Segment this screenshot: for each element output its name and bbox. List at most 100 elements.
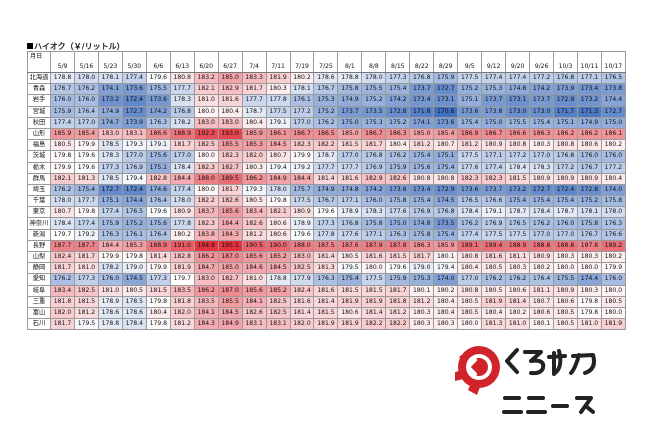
price-cell: 180.1 <box>409 284 435 297</box>
price-cell: 179.8 <box>121 250 147 264</box>
prefecture-label: 愛知 <box>27 273 51 286</box>
price-cell: 180.5 <box>241 195 267 208</box>
price-cell: 185.4 <box>73 127 99 141</box>
price-cell: 176.0 <box>576 150 602 163</box>
price-cell: 183.7 <box>193 206 219 219</box>
price-cell: 180.8 <box>169 71 195 85</box>
price-cell: 184.3 <box>193 318 219 331</box>
price-cell: 183.0 <box>97 127 123 141</box>
price-cell: 186.1 <box>265 127 291 141</box>
price-cell: 176.2 <box>481 273 507 286</box>
price-cell: 181.5 <box>505 172 531 185</box>
price-cell: 180.7 <box>50 206 75 219</box>
price-cell: 180.8 <box>457 250 483 264</box>
price-cell: 172.7 <box>433 83 459 96</box>
price-cell: 176.8 <box>337 217 363 230</box>
date-label: 8/1 <box>345 63 355 70</box>
price-cell: 181.6 <box>217 94 243 107</box>
price-cell: 175.4 <box>73 183 99 197</box>
prefecture-label: 宮城 <box>27 105 51 118</box>
date-label: 9/26 <box>534 63 549 70</box>
price-cell: 175.9 <box>385 161 411 174</box>
price-cell: 180.2 <box>505 306 531 320</box>
price-cell: 172.4 <box>121 183 147 197</box>
price-cell: 179.8 <box>50 150 75 163</box>
price-cell: 179.4 <box>265 161 291 174</box>
price-cell: 180.0 <box>600 306 626 320</box>
price-cell: 181.5 <box>73 295 99 308</box>
price-cell: 177.6 <box>457 161 483 174</box>
price-cell: 181.7 <box>241 83 267 96</box>
price-cell: 178.0 <box>50 195 75 208</box>
price-cell: 175.5 <box>505 116 531 129</box>
price-cell: 177.7 <box>241 94 267 107</box>
price-cell: 186.5 <box>313 127 339 141</box>
price-cell: 189.4 <box>481 239 507 253</box>
price-cell: 175.5 <box>553 273 578 286</box>
price-cell: 175.9 <box>433 71 459 85</box>
price-cell: 178.7 <box>505 206 531 219</box>
price-cell: 181.2 <box>241 228 267 241</box>
price-cell: 176.0 <box>50 94 75 107</box>
price-cell: 176.1 <box>121 228 147 241</box>
price-cell: 174.1 <box>97 83 123 96</box>
price-cell: 176.9 <box>481 217 507 230</box>
price-cell: 184.9 <box>217 318 243 331</box>
price-cell: 175.4 <box>337 273 363 286</box>
price-cell: 176.2 <box>385 150 411 163</box>
date-label: 9/12 <box>486 63 501 70</box>
price-cell: 182.2 <box>313 139 339 152</box>
price-cell: 182.0 <box>50 306 75 320</box>
price-cell: 177.4 <box>169 183 195 197</box>
price-cell: 180.5 <box>481 284 507 297</box>
price-cell: 177.5 <box>361 273 387 286</box>
price-cell: 182.8 <box>169 250 195 264</box>
price-cell: 175.2 <box>361 94 387 107</box>
title-text: ハイオク（￥/リットル） <box>34 42 125 51</box>
corner-cell: 月日2022年 <box>27 51 51 73</box>
price-cell: 184.1 <box>193 306 219 320</box>
price-cell: 175.4 <box>433 228 459 241</box>
price-cell: 182.1 <box>50 172 75 185</box>
price-cell: 181.5 <box>313 306 339 320</box>
prefecture-label: 新潟 <box>27 228 51 241</box>
price-cell: 176.0 <box>600 150 626 163</box>
price-cell: 180.4 <box>481 306 507 320</box>
price-cell: 182.9 <box>361 172 387 185</box>
price-cell: 180.6 <box>505 284 531 297</box>
column-header: 8/29 <box>433 51 459 73</box>
price-cell: 179.8 <box>73 206 99 219</box>
table-row: 青森 176.7 176.2 174.1 173.6 175.5 177.7 182.1 182… <box>27 83 626 96</box>
price-cell: 188.8 <box>529 239 555 253</box>
price-cell: 181.3 <box>313 262 339 275</box>
price-cell: 176.9 <box>409 206 435 219</box>
price-cell: 176.2 <box>313 116 339 129</box>
table-row: 東京 180.7 179.8 177.4 176.5 179.6 180.9 183.7 185… <box>27 206 626 219</box>
column-header: 5/30 <box>121 51 147 73</box>
price-cell: 174.9 <box>337 94 363 107</box>
price-cell: 180.5 <box>600 295 626 308</box>
price-cell: 174.7 <box>97 116 123 129</box>
prefecture-label: 静岡 <box>27 262 51 275</box>
price-cell: 177.0 <box>529 228 555 241</box>
price-cell: 184.4 <box>217 217 243 230</box>
price-cell: 182.5 <box>73 284 99 297</box>
price-cell: 179.9 <box>289 150 315 163</box>
price-cell: 180.9 <box>529 172 555 185</box>
price-cell: 181.8 <box>50 295 75 308</box>
price-table: 月日2022年 5/9 5/16 5/23 5/30 6/6 6/13 6/20 6/27 7/4… <box>27 51 626 331</box>
price-cell: 177.2 <box>600 161 626 174</box>
price-cell: 181.4 <box>145 250 171 264</box>
price-cell: 173.0 <box>505 105 531 118</box>
price-cell: 180.6 <box>529 306 555 320</box>
price-cell: 176.0 <box>600 273 626 286</box>
price-cell: 187.0 <box>217 250 243 264</box>
price-cell: 175.4 <box>457 116 483 129</box>
price-cell: 173.7 <box>409 83 435 96</box>
price-cell: 179.8 <box>145 295 171 308</box>
price-cell: 182.5 <box>193 139 219 152</box>
price-cell: 172.4 <box>553 183 578 197</box>
price-cell: 185.2 <box>265 250 291 264</box>
price-cell: 177.1 <box>361 228 387 241</box>
price-cell: 181.4 <box>313 172 339 185</box>
